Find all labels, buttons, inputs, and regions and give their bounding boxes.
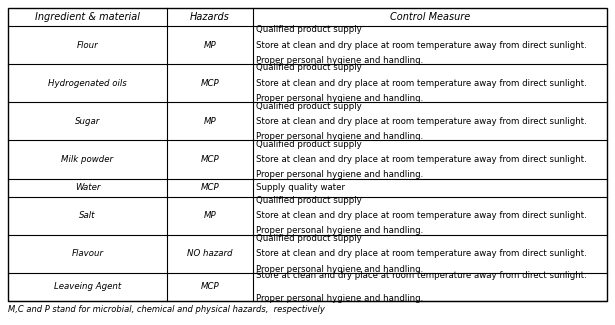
Text: Proper personal hygiene and handling.: Proper personal hygiene and handling.	[256, 265, 424, 274]
Text: Store at clean and dry place at room temperature away from direct sunlight.: Store at clean and dry place at room tem…	[256, 271, 587, 280]
Text: NO hazard: NO hazard	[188, 249, 233, 258]
Text: Hazards: Hazards	[190, 12, 230, 22]
Text: Sugar: Sugar	[75, 117, 100, 126]
Text: Ingredient & material: Ingredient & material	[35, 12, 140, 22]
Text: MCP: MCP	[200, 282, 220, 292]
Text: M,C and P stand for microbial, chemical and physical hazards,  respectively: M,C and P stand for microbial, chemical …	[8, 305, 325, 314]
Text: Store at clean and dry place at room temperature away from direct sunlight.: Store at clean and dry place at room tem…	[256, 79, 587, 88]
Text: MCP: MCP	[200, 79, 220, 88]
Text: Water: Water	[74, 183, 100, 192]
Text: Store at clean and dry place at room temperature away from direct sunlight.: Store at clean and dry place at room tem…	[256, 249, 587, 258]
Text: Proper personal hygiene and handling.: Proper personal hygiene and handling.	[256, 294, 424, 303]
Text: MCP: MCP	[200, 183, 220, 192]
Text: Proper personal hygiene and handling.: Proper personal hygiene and handling.	[256, 132, 424, 141]
Text: Supply quality water: Supply quality water	[256, 183, 346, 192]
Text: Proper personal hygiene and handling.: Proper personal hygiene and handling.	[256, 94, 424, 103]
Text: Leaveing Agent: Leaveing Agent	[54, 282, 121, 292]
Text: Qualified product supply: Qualified product supply	[256, 196, 362, 205]
Text: Qualified product supply: Qualified product supply	[256, 25, 362, 34]
Text: Qualified product supply: Qualified product supply	[256, 234, 362, 243]
Text: Qualified product supply: Qualified product supply	[256, 140, 362, 149]
Text: Proper personal hygiene and handling.: Proper personal hygiene and handling.	[256, 56, 424, 65]
Text: MP: MP	[204, 117, 216, 126]
Text: Flour: Flour	[76, 41, 98, 50]
Text: Milk powder: Milk powder	[62, 155, 113, 164]
Text: MCP: MCP	[200, 155, 220, 164]
Text: Proper personal hygiene and handling.: Proper personal hygiene and handling.	[256, 170, 424, 179]
Text: Qualified product supply: Qualified product supply	[256, 63, 362, 72]
Text: Salt: Salt	[79, 211, 95, 220]
Text: Proper personal hygiene and handling.: Proper personal hygiene and handling.	[256, 227, 424, 235]
Text: Qualified product supply: Qualified product supply	[256, 102, 362, 110]
Text: Control Measure: Control Measure	[390, 12, 470, 22]
Text: Store at clean and dry place at room temperature away from direct sunlight.: Store at clean and dry place at room tem…	[256, 211, 587, 220]
Text: Flavour: Flavour	[71, 249, 103, 258]
Text: MP: MP	[204, 211, 216, 220]
Text: MP: MP	[204, 41, 216, 50]
Text: Store at clean and dry place at room temperature away from direct sunlight.: Store at clean and dry place at room tem…	[256, 155, 587, 164]
Text: Store at clean and dry place at room temperature away from direct sunlight.: Store at clean and dry place at room tem…	[256, 117, 587, 126]
Text: Hydrogenated oils: Hydrogenated oils	[48, 79, 127, 88]
Text: Store at clean and dry place at room temperature away from direct sunlight.: Store at clean and dry place at room tem…	[256, 41, 587, 50]
